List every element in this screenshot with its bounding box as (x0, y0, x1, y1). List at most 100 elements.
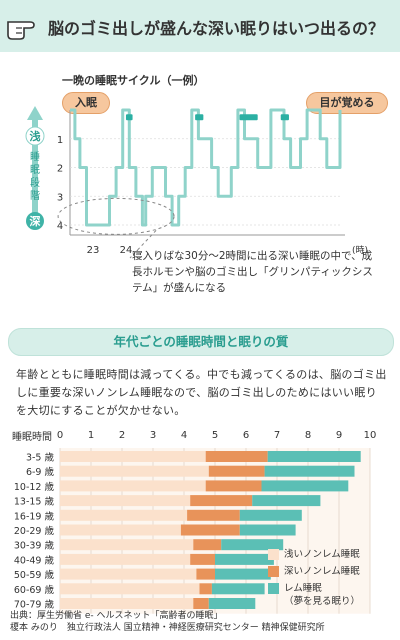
bar-segment (196, 568, 215, 580)
legend-item: 深いノンレム睡眠 (268, 565, 393, 578)
x-tick-label: 1 (88, 430, 94, 441)
category-label: 40-49 歳 (14, 554, 55, 566)
sleep-cycle-title: 一晩の睡眠サイクル（一例） (62, 74, 205, 87)
bar-segment (215, 568, 271, 580)
legend-swatch (268, 566, 279, 577)
category-label: 20-29 歳 (14, 525, 55, 537)
y-axis-title-char: 眠 (30, 164, 40, 176)
x-tick-label: 0 (57, 430, 63, 441)
bar-segment (239, 509, 302, 521)
rem-period-bar (280, 114, 289, 121)
shallow-badge: 浅 (25, 126, 45, 146)
bar-segment (193, 598, 209, 609)
deep-sleep-highlight (57, 197, 175, 235)
x-tick-label: 7 (274, 430, 280, 441)
bar-segment (60, 465, 209, 477)
annotation-leader (129, 230, 157, 259)
bar-segment (205, 480, 262, 492)
category-label: 3-5 歳 (26, 452, 55, 464)
bar-segment (267, 451, 361, 462)
bar-segment (187, 509, 240, 521)
category-label: 10-12 歳 (14, 481, 55, 493)
y-tick-label: 1 (57, 135, 63, 146)
y-axis-title-char: 睡 (30, 150, 40, 163)
bar-segment (215, 553, 274, 565)
x-tick-label: 23 (87, 245, 100, 256)
y-tick-label: 4 (57, 221, 63, 232)
bar-segment (60, 553, 191, 565)
bar-segment (208, 598, 256, 609)
deep-sleep-annotation: 寝入りばな30分〜2時間に出る深い睡眠の中で、成長ホルモンや脳のゴミ出し「グリン… (132, 250, 373, 294)
bar-segment (261, 480, 349, 492)
rem-period-bar (239, 114, 258, 121)
legend-label: 深いノンレム睡眠 (284, 566, 360, 577)
x-tick-label: 9 (336, 430, 342, 441)
title-banner: 脳のゴミ出しが盛んな深い眠りはいつ出るの？ (0, 0, 400, 52)
pointing-hand-icon (7, 21, 35, 40)
bar-segment (60, 568, 197, 580)
bar-segment (221, 539, 284, 551)
legend-item: 浅いノンレム睡眠 (268, 548, 393, 561)
bar-segment (211, 583, 265, 595)
section-header: 年代ごとの睡眠時間と眠りの質 (8, 328, 394, 356)
bar-segment (190, 495, 253, 507)
wake-up-label: 目が覚める (306, 92, 388, 114)
y-tick-label: 2 (57, 164, 63, 175)
page-title: 脳のゴミ出しが盛んな深い眠りはいつ出るの？ (48, 19, 385, 38)
x-tick-label: 2 (119, 430, 125, 441)
bar-segment (180, 524, 240, 536)
legend-label: 浅いノンレム睡眠 (284, 549, 360, 560)
bar-segment (60, 524, 181, 536)
y-axis-title-char: 階 (30, 190, 40, 202)
category-label: 60-69 歳 (14, 584, 55, 596)
source-credit: 出典：厚生労働省 e- ヘルスネット「高齢者の睡眠」 榎本 みのり 独立行政法人… (10, 611, 325, 633)
bar-segment (60, 598, 194, 609)
bar-segment (205, 451, 268, 462)
x-tick-label: 6 (243, 430, 249, 441)
body-paragraph: 年齢とともに睡眠時間は減ってくる。中でも減ってくるのは、脳のゴミ出しに重要な深い… (16, 368, 387, 417)
x-tick-label: 24 (120, 245, 133, 256)
bar-segment (199, 583, 212, 595)
sleep-cycle-chart: 浅深睡眠段階12342324123456(時) (25, 106, 368, 259)
shallow-circle (25, 126, 45, 146)
bar-segment (190, 553, 215, 565)
x-tick-label: 8 (305, 430, 311, 441)
legend-swatch (268, 583, 279, 594)
category-label: 13-15 歳 (14, 496, 55, 508)
legend-label: レム睡眠 (284, 583, 322, 594)
bar-segment (60, 583, 200, 595)
bar-segment (60, 451, 206, 462)
x-tick-label: 4 (181, 430, 187, 441)
bar-segment (239, 524, 296, 536)
sleep-stage-line (70, 108, 342, 227)
bar-segment (193, 539, 222, 551)
deep-circle (26, 212, 44, 230)
x-tick-label: 3 (150, 430, 156, 441)
bar-segment (60, 509, 188, 521)
x-tick-label: 10 (364, 430, 377, 441)
bar-chart-y-label: 睡眠時間 (12, 432, 52, 443)
bar-segment (264, 465, 355, 477)
bar-segment (208, 465, 265, 477)
legend-note: （夢を見る眠り） (284, 596, 361, 607)
y-axis-title-char: 段 (30, 176, 40, 189)
category-label: 50-59 歳 (14, 569, 55, 581)
bar-segment (60, 495, 191, 507)
depth-arrow-head (27, 106, 43, 120)
x-unit-label: (時) (352, 245, 368, 256)
rem-period-bar (125, 114, 133, 121)
x-tick-label: 5 (212, 430, 218, 441)
category-label: 6-9 歳 (26, 466, 55, 478)
bar-segment (252, 495, 321, 507)
legend-item: レム睡眠 （夢を見る眠り） (268, 582, 393, 608)
legend-swatch (268, 549, 279, 560)
bar-chart-legend: 浅いノンレム睡眠 深いノンレム睡眠 レム睡眠 （夢を見る眠り） (268, 548, 393, 612)
category-label: 16-19 歳 (14, 510, 55, 522)
category-label: 30-39 歳 (14, 540, 55, 552)
shallow-label: 浅 (30, 129, 41, 143)
y-tick-label: 3 (57, 192, 63, 203)
deep-label: 深 (30, 214, 41, 228)
deep-badge: 深 (26, 212, 44, 230)
rem-period-bar (195, 114, 204, 121)
